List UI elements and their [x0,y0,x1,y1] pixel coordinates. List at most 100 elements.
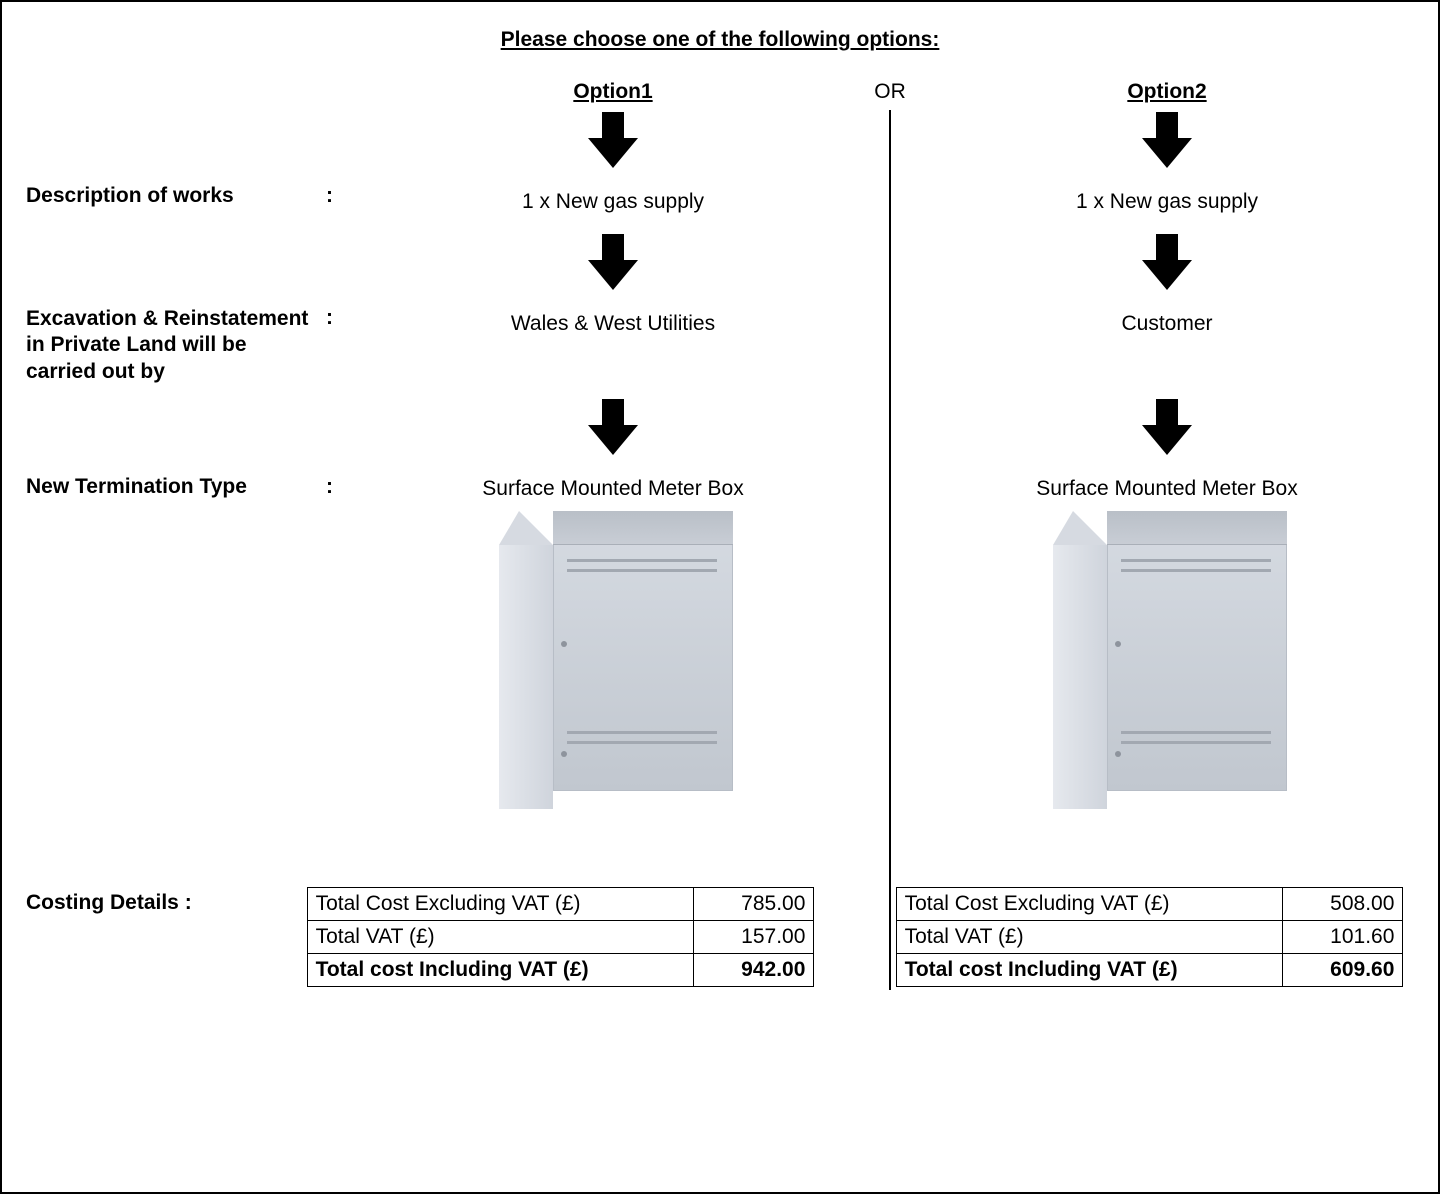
meter-box-vent [1121,741,1271,744]
meter-box-vent [567,569,717,572]
option1-description-cell: 1 x New gas supply [366,178,860,226]
document-page: Please choose one of the following optio… [0,0,1440,1194]
option2-termination-block: Surface Mounted Meter Box [920,471,1414,821]
description-row: Description of works : 1 x New gas suppl… [26,178,1414,226]
option1-excavation: Wales & West Utilities [511,312,715,336]
label-description-text: Description of works [26,184,234,208]
arrow-row-2 [26,226,1414,300]
arrow-cell [920,226,1414,300]
table-row: Total Cost Excluding VAT (£) 508.00 [896,887,1403,920]
arrow-down-icon [1142,399,1192,459]
meter-box-side [499,545,553,809]
arrow-cell [366,104,860,178]
option1-description: 1 x New gas supply [522,190,704,214]
option2-excavation: Customer [1121,312,1212,336]
table-row: Total cost Including VAT (£) 942.00 [307,953,814,986]
arrow-down-icon [588,399,638,459]
meter-box-lock [1115,751,1121,757]
option1-termination-block: Surface Mounted Meter Box [366,471,860,821]
meter-box-front-top [553,511,733,545]
meter-box-side-top [1053,511,1107,545]
table-row: Total Cost Excluding VAT (£) 785.00 [307,887,814,920]
meter-box-icon [483,511,743,821]
arrow-cell [366,391,860,465]
meter-box-front [553,511,733,791]
cost-label: Total cost Including VAT (£) [896,953,1283,986]
option2-costing-table: Total Cost Excluding VAT (£) 508.00 Tota… [896,887,1404,987]
arrow-down-icon [588,112,638,172]
or-column: OR [860,80,920,104]
meter-box-vent [1121,569,1271,572]
cost-label: Total VAT (£) [307,920,694,953]
meter-box-lock [1115,641,1121,647]
label-excavation: Excavation & Reinstatement in Private La… [26,300,326,391]
cost-label: Total Cost Excluding VAT (£) [307,887,694,920]
meter-box-icon [1037,511,1297,821]
label-termination-text: New Termination Type [26,475,247,498]
option1-excavation-cell: Wales & West Utilities [366,300,860,348]
colon: : [326,300,366,336]
label-excavation-line1: Excavation & Reinstatement [26,306,326,332]
table-row: Total VAT (£) 157.00 [307,920,814,953]
cost-value: 785.00 [694,887,814,920]
label-description: Description of works [26,178,326,214]
cost-value: 157.00 [694,920,814,953]
spacer [326,80,366,104]
arrow-cell [920,104,1414,178]
option2-excavation-cell: Customer [920,300,1414,348]
option2-description-cell: 1 x New gas supply [920,178,1414,226]
table-row: Total VAT (£) 101.60 [896,920,1403,953]
costing-section: Costing Details : Total Cost Excluding V… [26,887,1414,987]
label-excavation-line2: in Private Land will be [26,332,326,358]
option1-title: Option1 [573,80,652,104]
meter-box-vent [1121,559,1271,562]
cost-value: 609.60 [1283,953,1403,986]
arrow-row-3 [26,391,1414,465]
costing-label: Costing Details : [26,887,296,987]
option2-title: Option2 [1127,80,1206,104]
spacer [825,887,885,987]
option2-termination-cell: Surface Mounted Meter Box [920,465,1414,827]
option-header-row: Option1 OR Option2 [26,80,1414,104]
arrow-down-icon [1142,112,1192,172]
option2-description: 1 x New gas supply [1076,190,1258,214]
option2-costing-cell: Total Cost Excluding VAT (£) 508.00 Tota… [885,887,1414,987]
meter-box-vent [567,731,717,734]
meter-box-side [1053,545,1107,809]
meter-box-vent [567,559,717,562]
label-termination: New Termination Type [26,465,326,505]
option1-title-cell: Option1 [366,80,860,104]
meter-box-side-top [499,511,553,545]
arrow-down-icon [588,234,638,294]
cost-label: Total cost Including VAT (£) [307,953,694,986]
option1-costing-table: Total Cost Excluding VAT (£) 785.00 Tota… [307,887,815,987]
cost-label: Total VAT (£) [896,920,1283,953]
arrow-row-1 [26,104,1414,178]
cost-value: 101.60 [1283,920,1403,953]
or-label: OR [860,80,920,104]
table-row: Total cost Including VAT (£) 609.60 [896,953,1403,986]
meter-box-lock [561,751,567,757]
colon: : [326,465,366,505]
meter-box-vent [567,741,717,744]
arrow-down-icon [1142,234,1192,294]
cost-label: Total Cost Excluding VAT (£) [896,887,1283,920]
meter-box-vent [1121,731,1271,734]
option1-costing-cell: Total Cost Excluding VAT (£) 785.00 Tota… [296,887,825,987]
spacer [26,80,326,104]
arrow-cell [366,226,860,300]
option2-title-cell: Option2 [920,80,1414,104]
meter-box-front-top [1107,511,1287,545]
option1-termination-cell: Surface Mounted Meter Box [366,465,860,827]
meter-box-lock [561,641,567,647]
meter-box-front [1107,511,1287,791]
option1-termination: Surface Mounted Meter Box [482,477,743,501]
excavation-row: Excavation & Reinstatement in Private La… [26,300,1414,391]
vertical-divider [889,110,891,990]
label-excavation-line3: carried out by [26,359,326,385]
cost-value: 942.00 [694,953,814,986]
colon: : [326,178,366,214]
page-heading: Please choose one of the following optio… [26,28,1414,52]
cost-value: 508.00 [1283,887,1403,920]
arrow-cell [920,391,1414,465]
